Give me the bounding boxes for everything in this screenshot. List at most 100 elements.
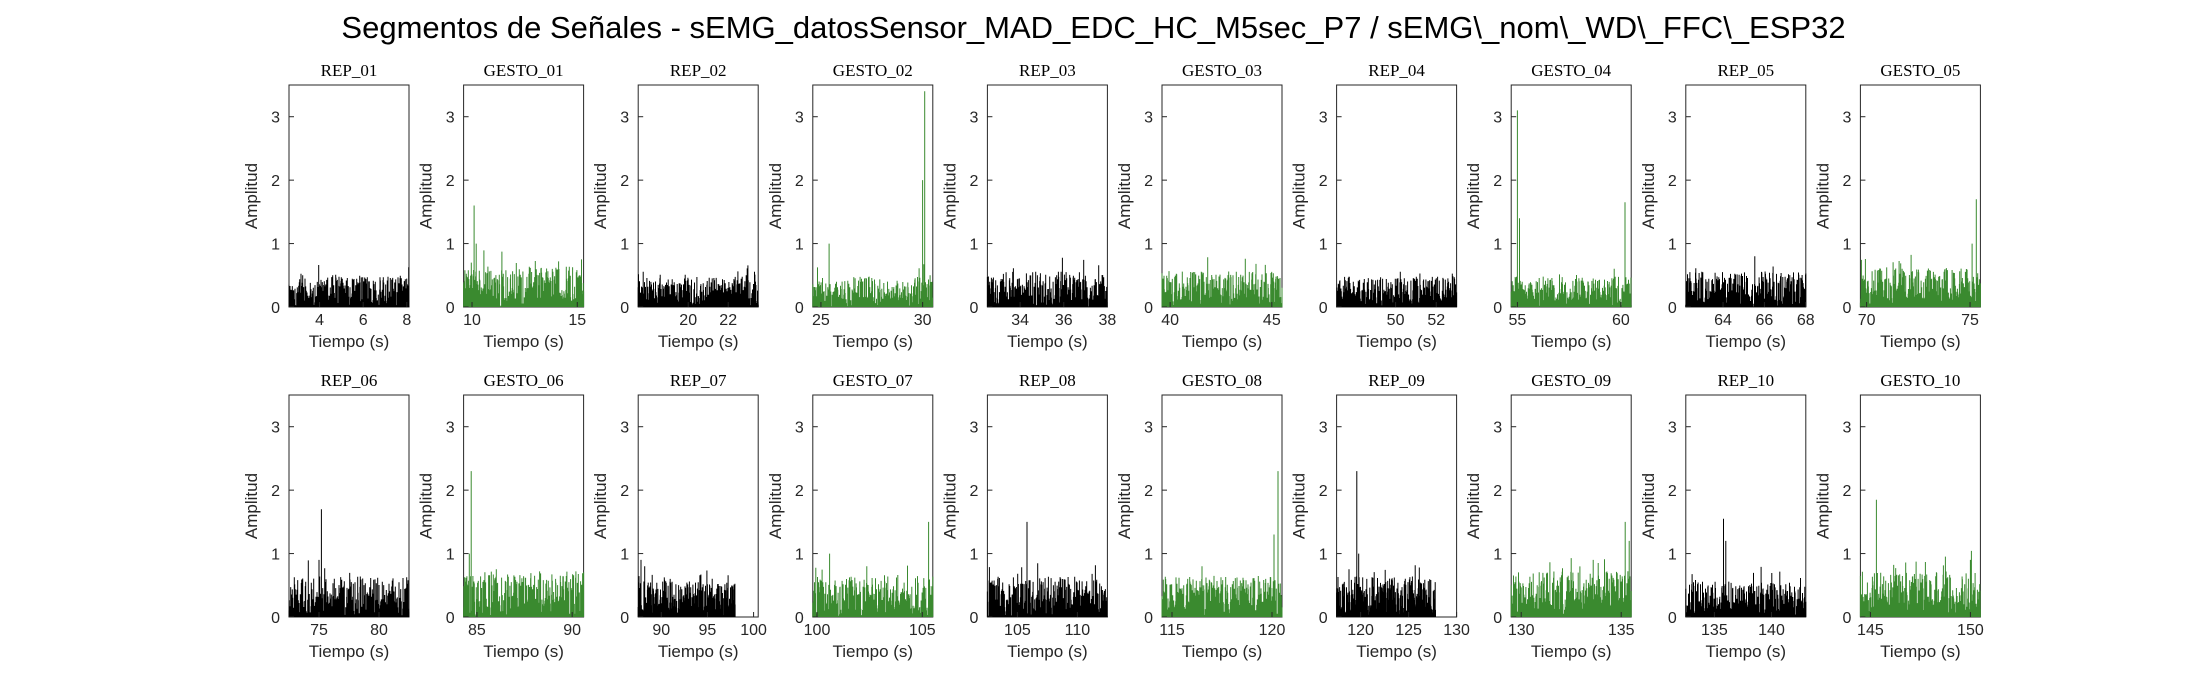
- y-tick-label: 2: [1493, 173, 1502, 190]
- axes-box: [812, 84, 934, 308]
- x-tick-label: 140: [1758, 622, 1785, 639]
- y-tick-label: 0: [969, 300, 978, 317]
- y-tick-label: 1: [1319, 547, 1328, 564]
- subplot-title: REP_06: [321, 371, 378, 390]
- x-axis-label: Tiempo (s): [483, 332, 564, 351]
- x-tick-label: 52: [1427, 312, 1445, 329]
- subplot-title: GESTO_05: [1880, 61, 1960, 80]
- x-axis-label: Tiempo (s): [309, 642, 390, 661]
- y-tick-label: 1: [620, 237, 629, 254]
- axes-box: [1336, 84, 1458, 308]
- y-tick-label: 2: [1668, 483, 1677, 500]
- subplot-gesto-03: 0 1 2 3 40 45 GESTO_03 Tiempo (s) Amplitud: [1115, 61, 1283, 351]
- x-tick-label: 150: [1957, 622, 1984, 639]
- x-tick-label: 6: [359, 312, 368, 329]
- y-tick-label: 0: [1842, 610, 1851, 627]
- x-tick-label: 64: [1714, 312, 1732, 329]
- y-tick-label: 0: [1668, 610, 1677, 627]
- x-axis-label: Tiempo (s): [1880, 332, 1961, 351]
- x-tick-label: 4: [315, 312, 324, 329]
- y-tick-label: 1: [1842, 547, 1851, 564]
- x-tick-label: 100: [740, 622, 767, 639]
- y-tick-label: 3: [1319, 110, 1328, 127]
- x-tick-label: 75: [1961, 312, 1979, 329]
- signal-trace: [1336, 271, 1458, 307]
- y-axis-label: Amplitud: [766, 473, 785, 539]
- axes-box: [288, 84, 410, 308]
- x-tick-label: 36: [1055, 312, 1073, 329]
- x-tick-label: 145: [1857, 622, 1884, 639]
- x-axis-label: Tiempo (s): [1182, 642, 1263, 661]
- y-tick-label: 0: [1319, 610, 1328, 627]
- y-tick-label: 3: [969, 110, 978, 127]
- y-tick-label: 1: [969, 237, 978, 254]
- y-tick-label: 2: [1319, 483, 1328, 500]
- x-tick-label: 90: [563, 622, 581, 639]
- subplot-title: GESTO_06: [484, 371, 564, 390]
- y-axis-label: Amplitud: [1464, 473, 1483, 539]
- x-axis-label: Tiempo (s): [1007, 332, 1088, 351]
- signal-trace: [1685, 256, 1807, 307]
- x-tick-label: 125: [1395, 622, 1422, 639]
- x-tick-label: 60: [1612, 312, 1630, 329]
- subplot-title: GESTO_01: [484, 61, 564, 80]
- y-axis-label: Amplitud: [417, 473, 436, 539]
- y-tick-label: 1: [1668, 237, 1677, 254]
- x-axis-label: Tiempo (s): [658, 332, 739, 351]
- subplot-title: REP_03: [1019, 61, 1076, 80]
- signal-trace: [1161, 471, 1283, 617]
- x-tick-label: 8: [402, 312, 411, 329]
- x-tick-label: 110: [1065, 622, 1091, 639]
- subplot-title: REP_08: [1019, 371, 1076, 390]
- x-tick-label: 105: [1004, 622, 1031, 639]
- signal-trace: [1161, 257, 1283, 307]
- y-axis-label: Amplitud: [591, 163, 610, 229]
- x-tick-label: 130: [1508, 622, 1535, 639]
- y-tick-label: 0: [795, 610, 804, 627]
- y-tick-label: 0: [620, 610, 629, 627]
- y-axis-label: Amplitud: [1290, 163, 1309, 229]
- subplot-title: GESTO_03: [1182, 61, 1262, 80]
- subplot-gesto-08: 0 1 2 3 115 120 GESTO_08 Tiempo (s) Amplitud: [1115, 371, 1285, 661]
- subplot-title: REP_09: [1368, 371, 1425, 390]
- subplot-rep-01: 0 1 2 3 4 6 8 REP_01 Tiempo (s) Amplitud: [242, 61, 411, 351]
- y-axis-label: Amplitud: [591, 473, 610, 539]
- y-tick-label: 0: [1144, 610, 1153, 627]
- subplot-title: GESTO_10: [1880, 371, 1960, 390]
- y-axis-label: Amplitud: [940, 163, 959, 229]
- y-tick-label: 3: [1144, 110, 1153, 127]
- x-tick-label: 90: [652, 622, 670, 639]
- y-tick-label: 0: [1493, 610, 1502, 627]
- signal-trace: [1685, 518, 1807, 617]
- y-tick-label: 2: [620, 173, 629, 190]
- x-tick-label: 105: [909, 622, 936, 639]
- x-axis-label: Tiempo (s): [1705, 332, 1786, 351]
- x-tick-label: 120: [1259, 622, 1286, 639]
- subplot-rep-10: 0 1 2 3 135 140 REP_10 Tiempo (s) Amplitud: [1639, 371, 1807, 661]
- y-axis-label: Amplitud: [417, 163, 436, 229]
- y-tick-label: 0: [271, 610, 280, 627]
- y-tick-label: 2: [446, 483, 455, 500]
- x-tick-label: 38: [1099, 312, 1117, 329]
- y-tick-label: 0: [1144, 300, 1153, 317]
- axes-box: [1685, 394, 1807, 618]
- x-tick-label: 10: [463, 312, 481, 329]
- y-axis-label: Amplitud: [242, 473, 261, 539]
- y-tick-label: 0: [446, 300, 455, 317]
- y-tick-label: 2: [1842, 483, 1851, 500]
- x-tick-label: 25: [812, 312, 830, 329]
- y-tick-label: 3: [1493, 110, 1502, 127]
- x-tick-label: 135: [1608, 622, 1635, 639]
- y-tick-label: 0: [271, 300, 280, 317]
- x-axis-label: Tiempo (s): [1007, 642, 1088, 661]
- axes-box: [986, 84, 1108, 308]
- subplot-rep-02: 0 1 2 3 20 22 REP_02 Tiempo (s) Amplitud: [591, 61, 759, 351]
- x-tick-label: 34: [1011, 312, 1029, 329]
- y-tick-label: 2: [271, 173, 280, 190]
- y-tick-label: 2: [1842, 173, 1851, 190]
- y-tick-label: 2: [1144, 173, 1153, 190]
- x-tick-label: 30: [914, 312, 932, 329]
- x-axis-label: Tiempo (s): [832, 642, 913, 661]
- y-tick-label: 2: [271, 483, 280, 500]
